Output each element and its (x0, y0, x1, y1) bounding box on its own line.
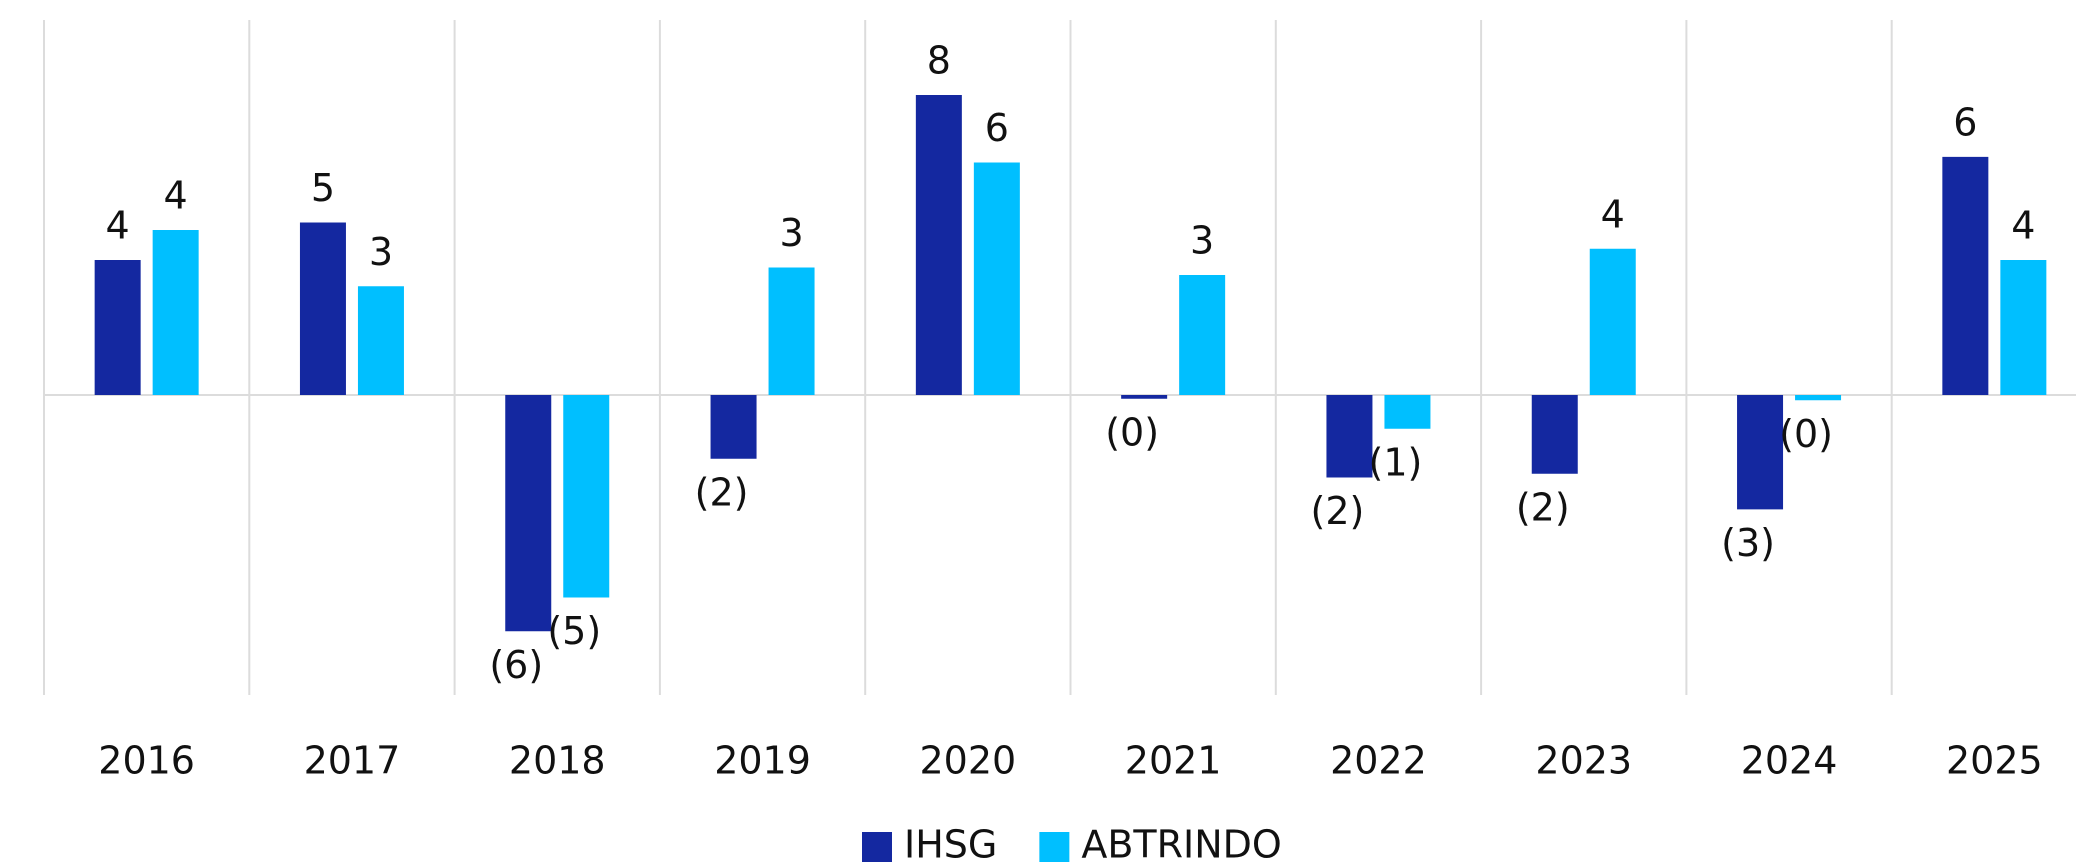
data-label: (2) (1311, 489, 1365, 533)
bar (915, 95, 962, 395)
data-label: 6 (1953, 100, 1977, 144)
data-label: 4 (1601, 192, 1625, 236)
data-label: (2) (1516, 485, 1570, 529)
legend-swatch (1039, 832, 1070, 862)
x-tick-label: 2025 (1946, 739, 2043, 783)
bar (357, 286, 404, 395)
bar (710, 395, 757, 459)
data-label: (0) (1105, 410, 1159, 454)
data-label: 6 (985, 106, 1009, 150)
x-tick-label: 2016 (98, 739, 195, 783)
data-label: 3 (1190, 219, 1214, 263)
x-tick-label: 2023 (1535, 739, 1632, 783)
data-label: 4 (164, 174, 188, 218)
bar (1942, 156, 1989, 395)
data-label: (5) (547, 609, 601, 653)
bar (2000, 260, 2047, 395)
bar (1737, 395, 1784, 510)
x-tick-label: 2017 (304, 739, 401, 783)
bar (1531, 395, 1578, 474)
legend-swatch (862, 832, 892, 862)
bar (1589, 248, 1636, 395)
data-label: (1) (1369, 440, 1423, 484)
bar (1326, 395, 1373, 478)
bar (152, 230, 199, 395)
data-label: (0) (1779, 412, 1833, 456)
bar (299, 222, 346, 395)
x-tick-label: 2018 (509, 739, 606, 783)
data-label: (3) (1721, 521, 1775, 565)
data-label: 3 (369, 230, 393, 274)
x-tick-label: 2021 (1125, 739, 1222, 783)
legend-label: ABTRINDO (1081, 823, 1281, 865)
bar (768, 267, 815, 395)
x-tick-label: 2020 (919, 739, 1016, 783)
data-label: 4 (2011, 204, 2035, 248)
bar (1384, 395, 1431, 429)
bar (973, 162, 1020, 395)
x-tick-label: 2019 (714, 739, 811, 783)
data-label: 8 (927, 39, 951, 83)
bar (1179, 275, 1226, 395)
bar (563, 395, 610, 598)
data-label: (6) (489, 643, 543, 687)
x-tick-label: 2022 (1330, 739, 1427, 783)
bar (1121, 395, 1168, 399)
data-label: 4 (106, 204, 130, 248)
data-label: 3 (779, 211, 803, 255)
bar (1795, 395, 1842, 401)
data-label: 5 (311, 166, 335, 210)
data-label: (2) (695, 470, 749, 514)
x-tick-label: 2024 (1741, 739, 1838, 783)
bar (505, 395, 552, 632)
bar (94, 260, 141, 395)
legend-label: IHSG (904, 823, 997, 865)
